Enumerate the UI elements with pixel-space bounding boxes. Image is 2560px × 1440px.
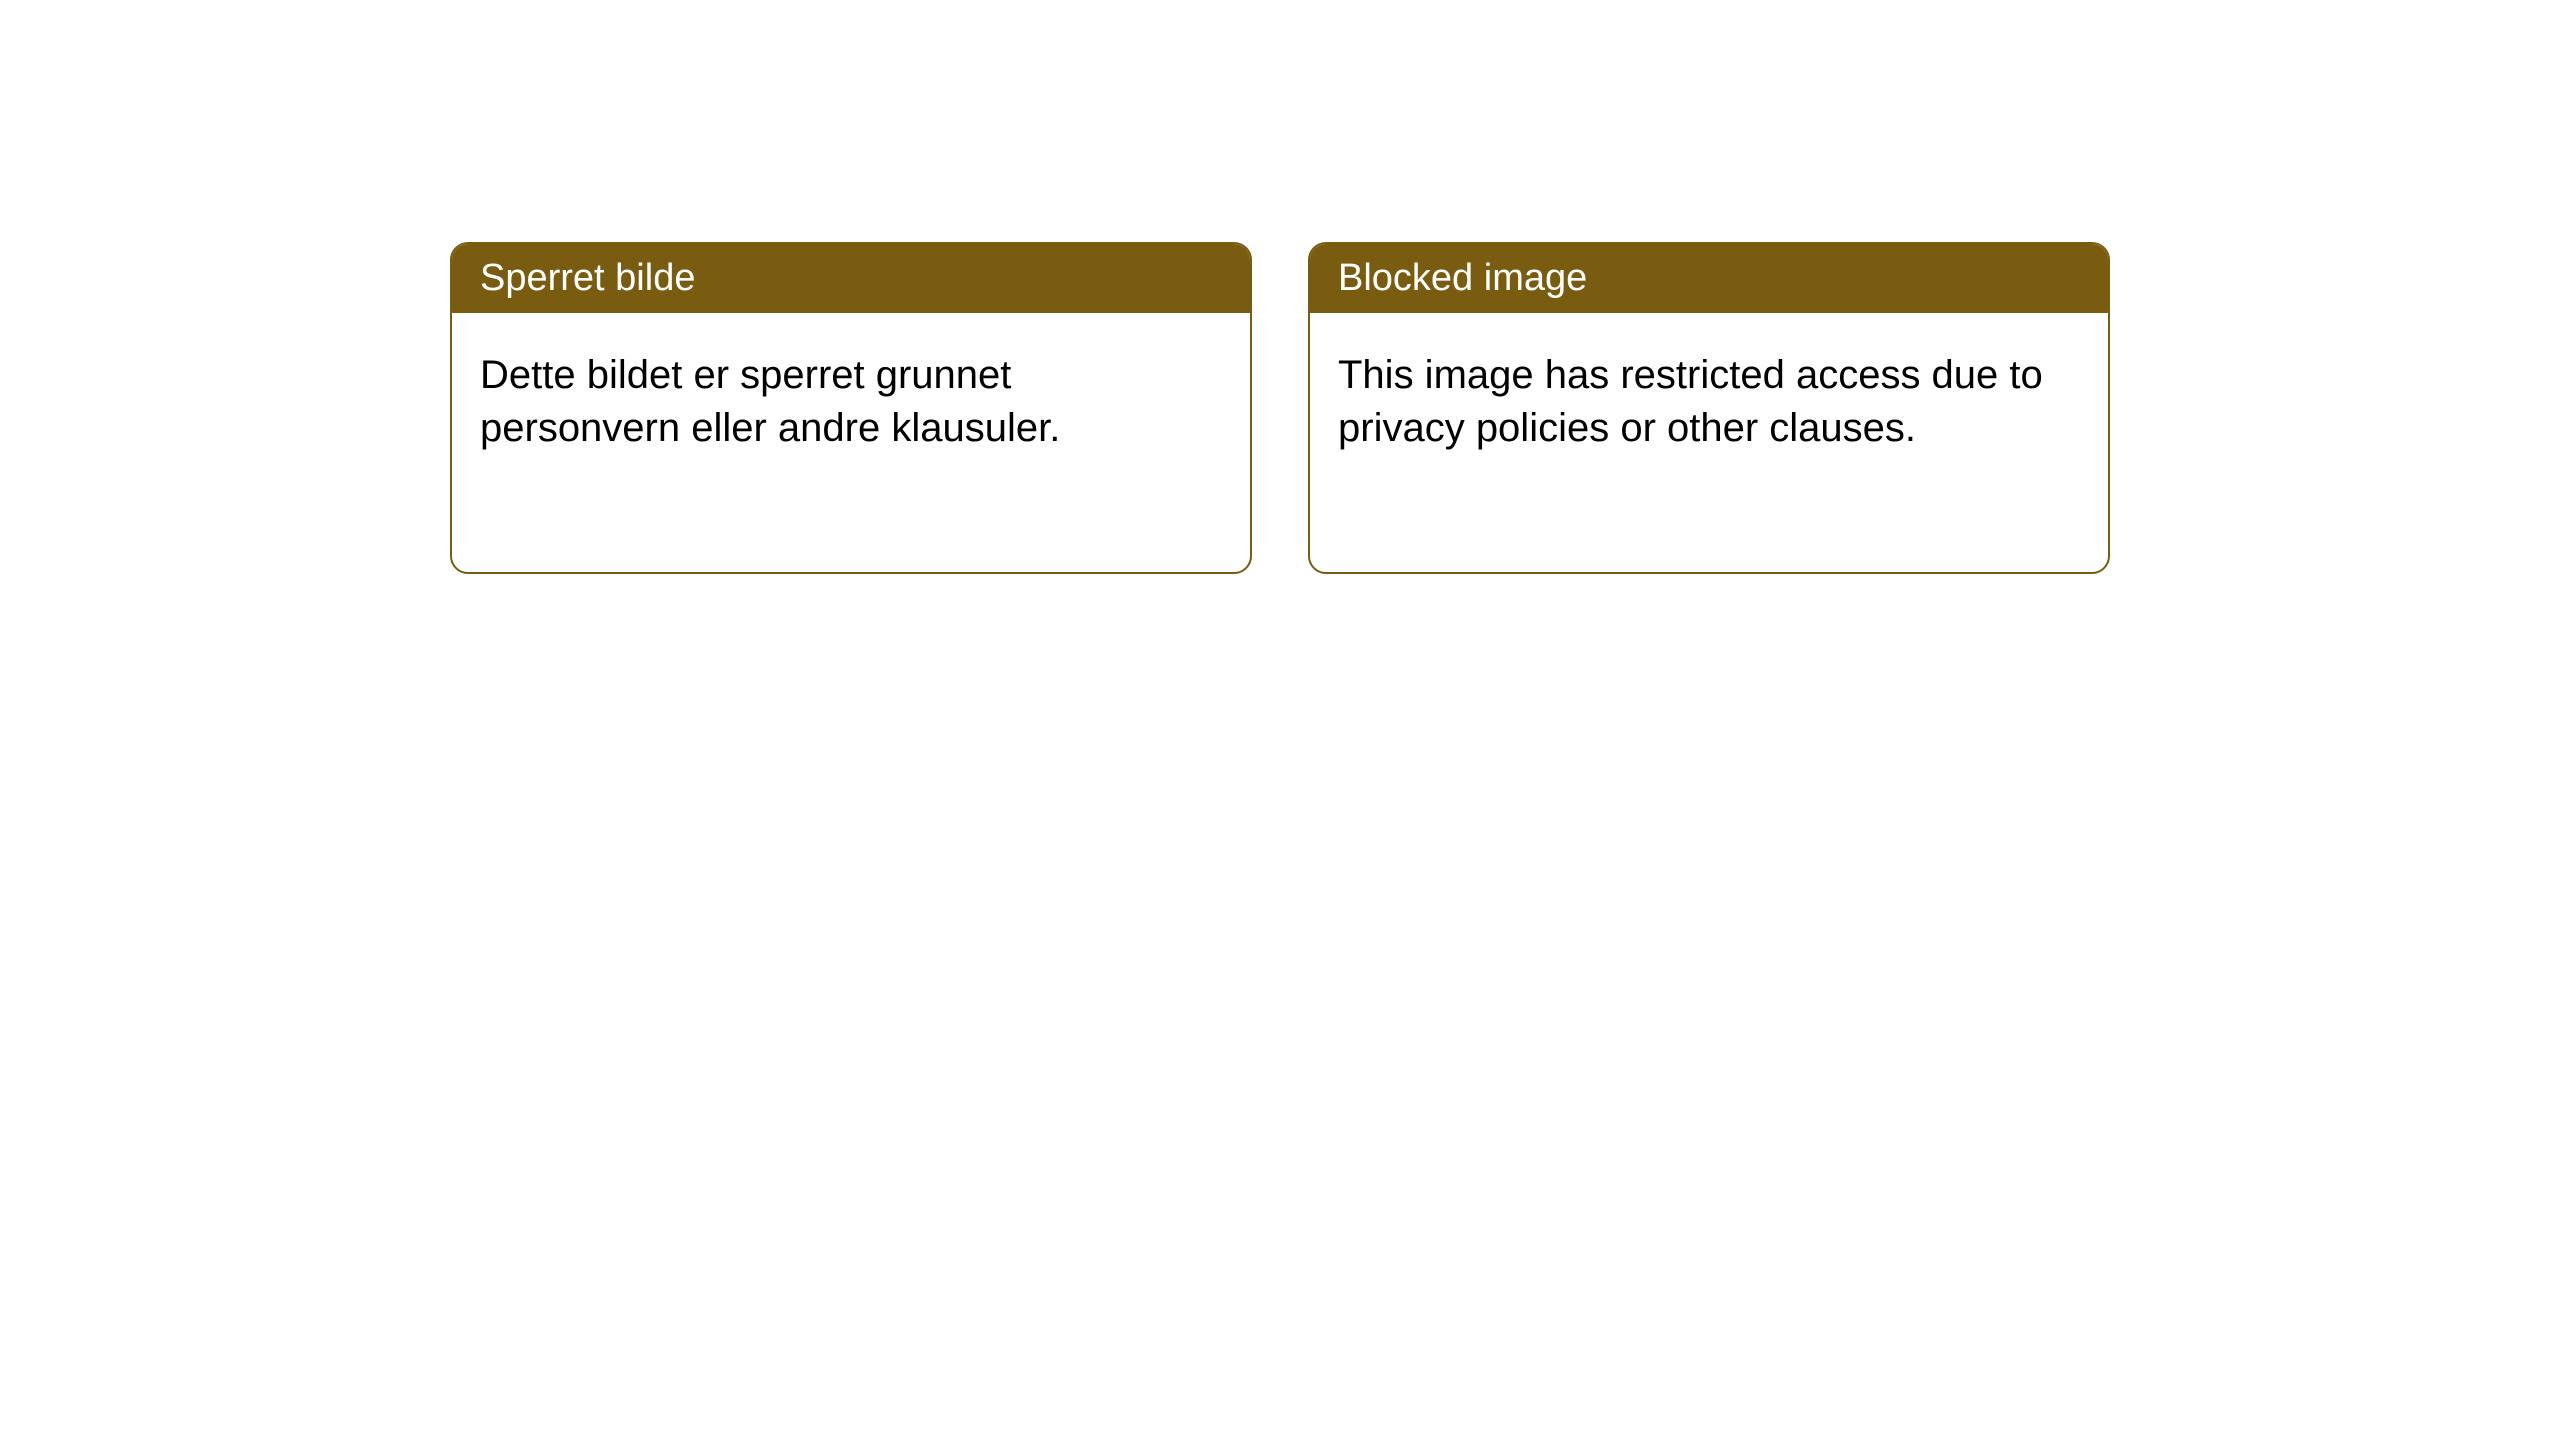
notice-card-norwegian: Sperret bilde Dette bildet er sperret gr… [450, 242, 1252, 574]
notice-container: Sperret bilde Dette bildet er sperret gr… [0, 0, 2560, 574]
notice-card-english: Blocked image This image has restricted … [1308, 242, 2110, 574]
notice-body: Dette bildet er sperret grunnet personve… [452, 313, 1250, 483]
notice-title: Sperret bilde [452, 244, 1250, 313]
notice-title: Blocked image [1310, 244, 2108, 313]
notice-body: This image has restricted access due to … [1310, 313, 2108, 483]
